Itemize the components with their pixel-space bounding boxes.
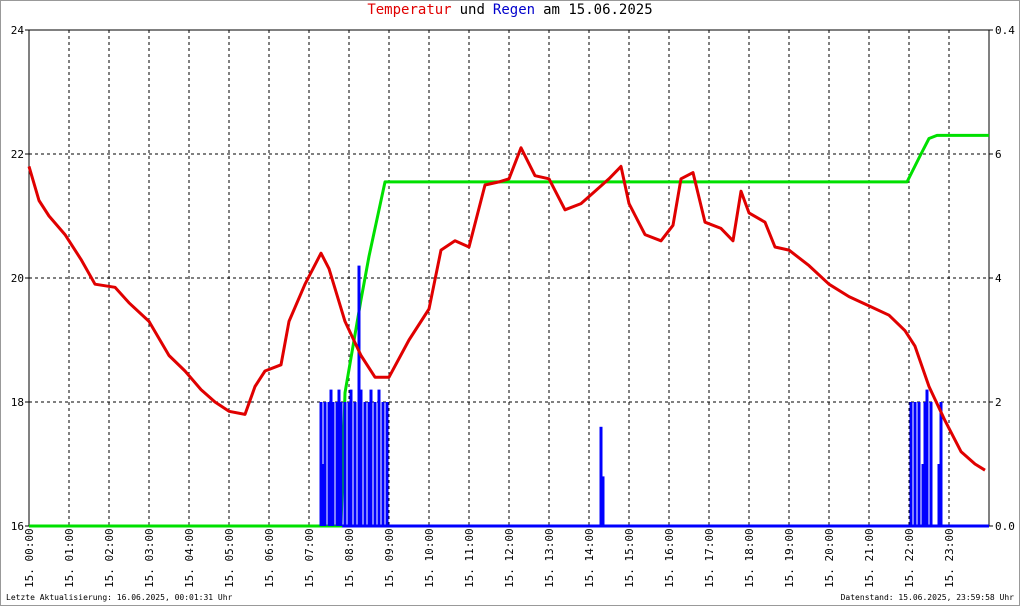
rain-bar: [327, 402, 331, 526]
rain-bar: [335, 402, 339, 526]
rain-bar: [321, 464, 325, 526]
x-tick-label: 15. 02:00: [103, 528, 116, 588]
x-tick-label: 15. 00:00: [23, 528, 36, 588]
rain-bar: [353, 402, 357, 526]
rain-bar: [909, 402, 913, 526]
series-line: [27, 146, 986, 472]
title-part: Regen: [493, 2, 535, 18]
rain-bar: [329, 389, 333, 526]
x-tick-label: 15. 16:00: [663, 528, 676, 588]
rain-bar: [921, 464, 925, 526]
rain-bar: [601, 476, 605, 526]
y2-tick-label: 4: [995, 272, 1002, 285]
rain-bar: [359, 389, 363, 526]
footer-right: Datenstand: 15.06.2025, 23:59:58 Uhr: [841, 593, 1015, 602]
y-tick-label: 24: [11, 24, 25, 37]
rain-bar: [913, 402, 917, 526]
title-part: Temperatur: [367, 2, 451, 18]
x-tick-label: 15. 03:00: [143, 528, 156, 588]
x-tick-label: 15. 14:00: [583, 528, 596, 588]
x-tick-label: 15. 10:00: [423, 528, 436, 588]
rain-bar: [349, 389, 353, 526]
x-tick-label: 15. 04:00: [183, 528, 196, 588]
y-tick-label: 22: [11, 148, 24, 161]
title-part: am 15.06.2025: [543, 2, 653, 18]
x-tick-label: 15. 17:00: [703, 528, 716, 588]
rain-bar: [357, 265, 361, 526]
x-tick-label: 15. 21:00: [863, 528, 876, 588]
x-tick-label: 15. 08:00: [343, 528, 356, 588]
x-tick-label: 15. 05:00: [223, 528, 236, 588]
chart-title: Temperatur und Regen am 15.06.2025: [367, 2, 652, 18]
rain-bar: [923, 402, 927, 526]
title-part: und: [460, 2, 485, 18]
x-tick-label: 15. 09:00: [383, 528, 396, 588]
rain-bar: [347, 402, 351, 526]
x-tick-label: 15. 01:00: [63, 528, 76, 588]
rain-bar: [337, 389, 341, 526]
x-tick-label: 15. 23:00: [943, 528, 956, 588]
rain-bar: [373, 402, 377, 526]
rain-bar: [377, 389, 381, 526]
x-tick-label: 15. 22:00: [903, 528, 916, 588]
x-tick-label: 15. 06:00: [263, 528, 276, 588]
y2-tick-label: 0.0: [995, 520, 1015, 533]
y2-tick-label: 6: [995, 148, 1002, 161]
rain-bar: [363, 402, 367, 526]
footer-left: Letzte Aktualisierung: 16.06.2025, 00:01…: [6, 593, 233, 602]
rain-bar: [937, 464, 941, 526]
rain-bar: [917, 402, 921, 526]
rain-bar: [939, 402, 943, 526]
rain-bar: [599, 426, 603, 526]
rain-bar: [929, 402, 933, 526]
rain-bar: [339, 402, 343, 526]
rain-bar: [367, 402, 371, 526]
rain-bar: [369, 389, 373, 526]
rain-bar: [319, 402, 323, 526]
y-tick-label: 18: [11, 396, 24, 409]
x-tick-label: 15. 07:00: [303, 528, 316, 588]
x-tick-label: 15. 19:00: [783, 528, 796, 588]
rain-bar: [331, 402, 335, 526]
x-tick-label: 15. 13:00: [543, 528, 556, 588]
rain-bar: [385, 402, 389, 526]
y2-tick-label: 2: [995, 396, 1002, 409]
y2-tick-label: 0.4: [995, 24, 1015, 37]
rain-bar: [381, 402, 385, 526]
rain-bar: [925, 389, 929, 526]
x-tick-label: 15. 15:00: [623, 528, 636, 588]
x-tick-label: 15. 12:00: [503, 528, 516, 588]
rain-bar: [323, 402, 327, 526]
y-tick-label: 20: [11, 272, 24, 285]
rain-bar: [343, 402, 347, 526]
y-tick-label: 16: [11, 520, 24, 533]
x-tick-label: 15. 11:00: [463, 528, 476, 588]
x-tick-label: 15. 20:00: [823, 528, 836, 588]
x-tick-label: 15. 18:00: [743, 528, 756, 588]
